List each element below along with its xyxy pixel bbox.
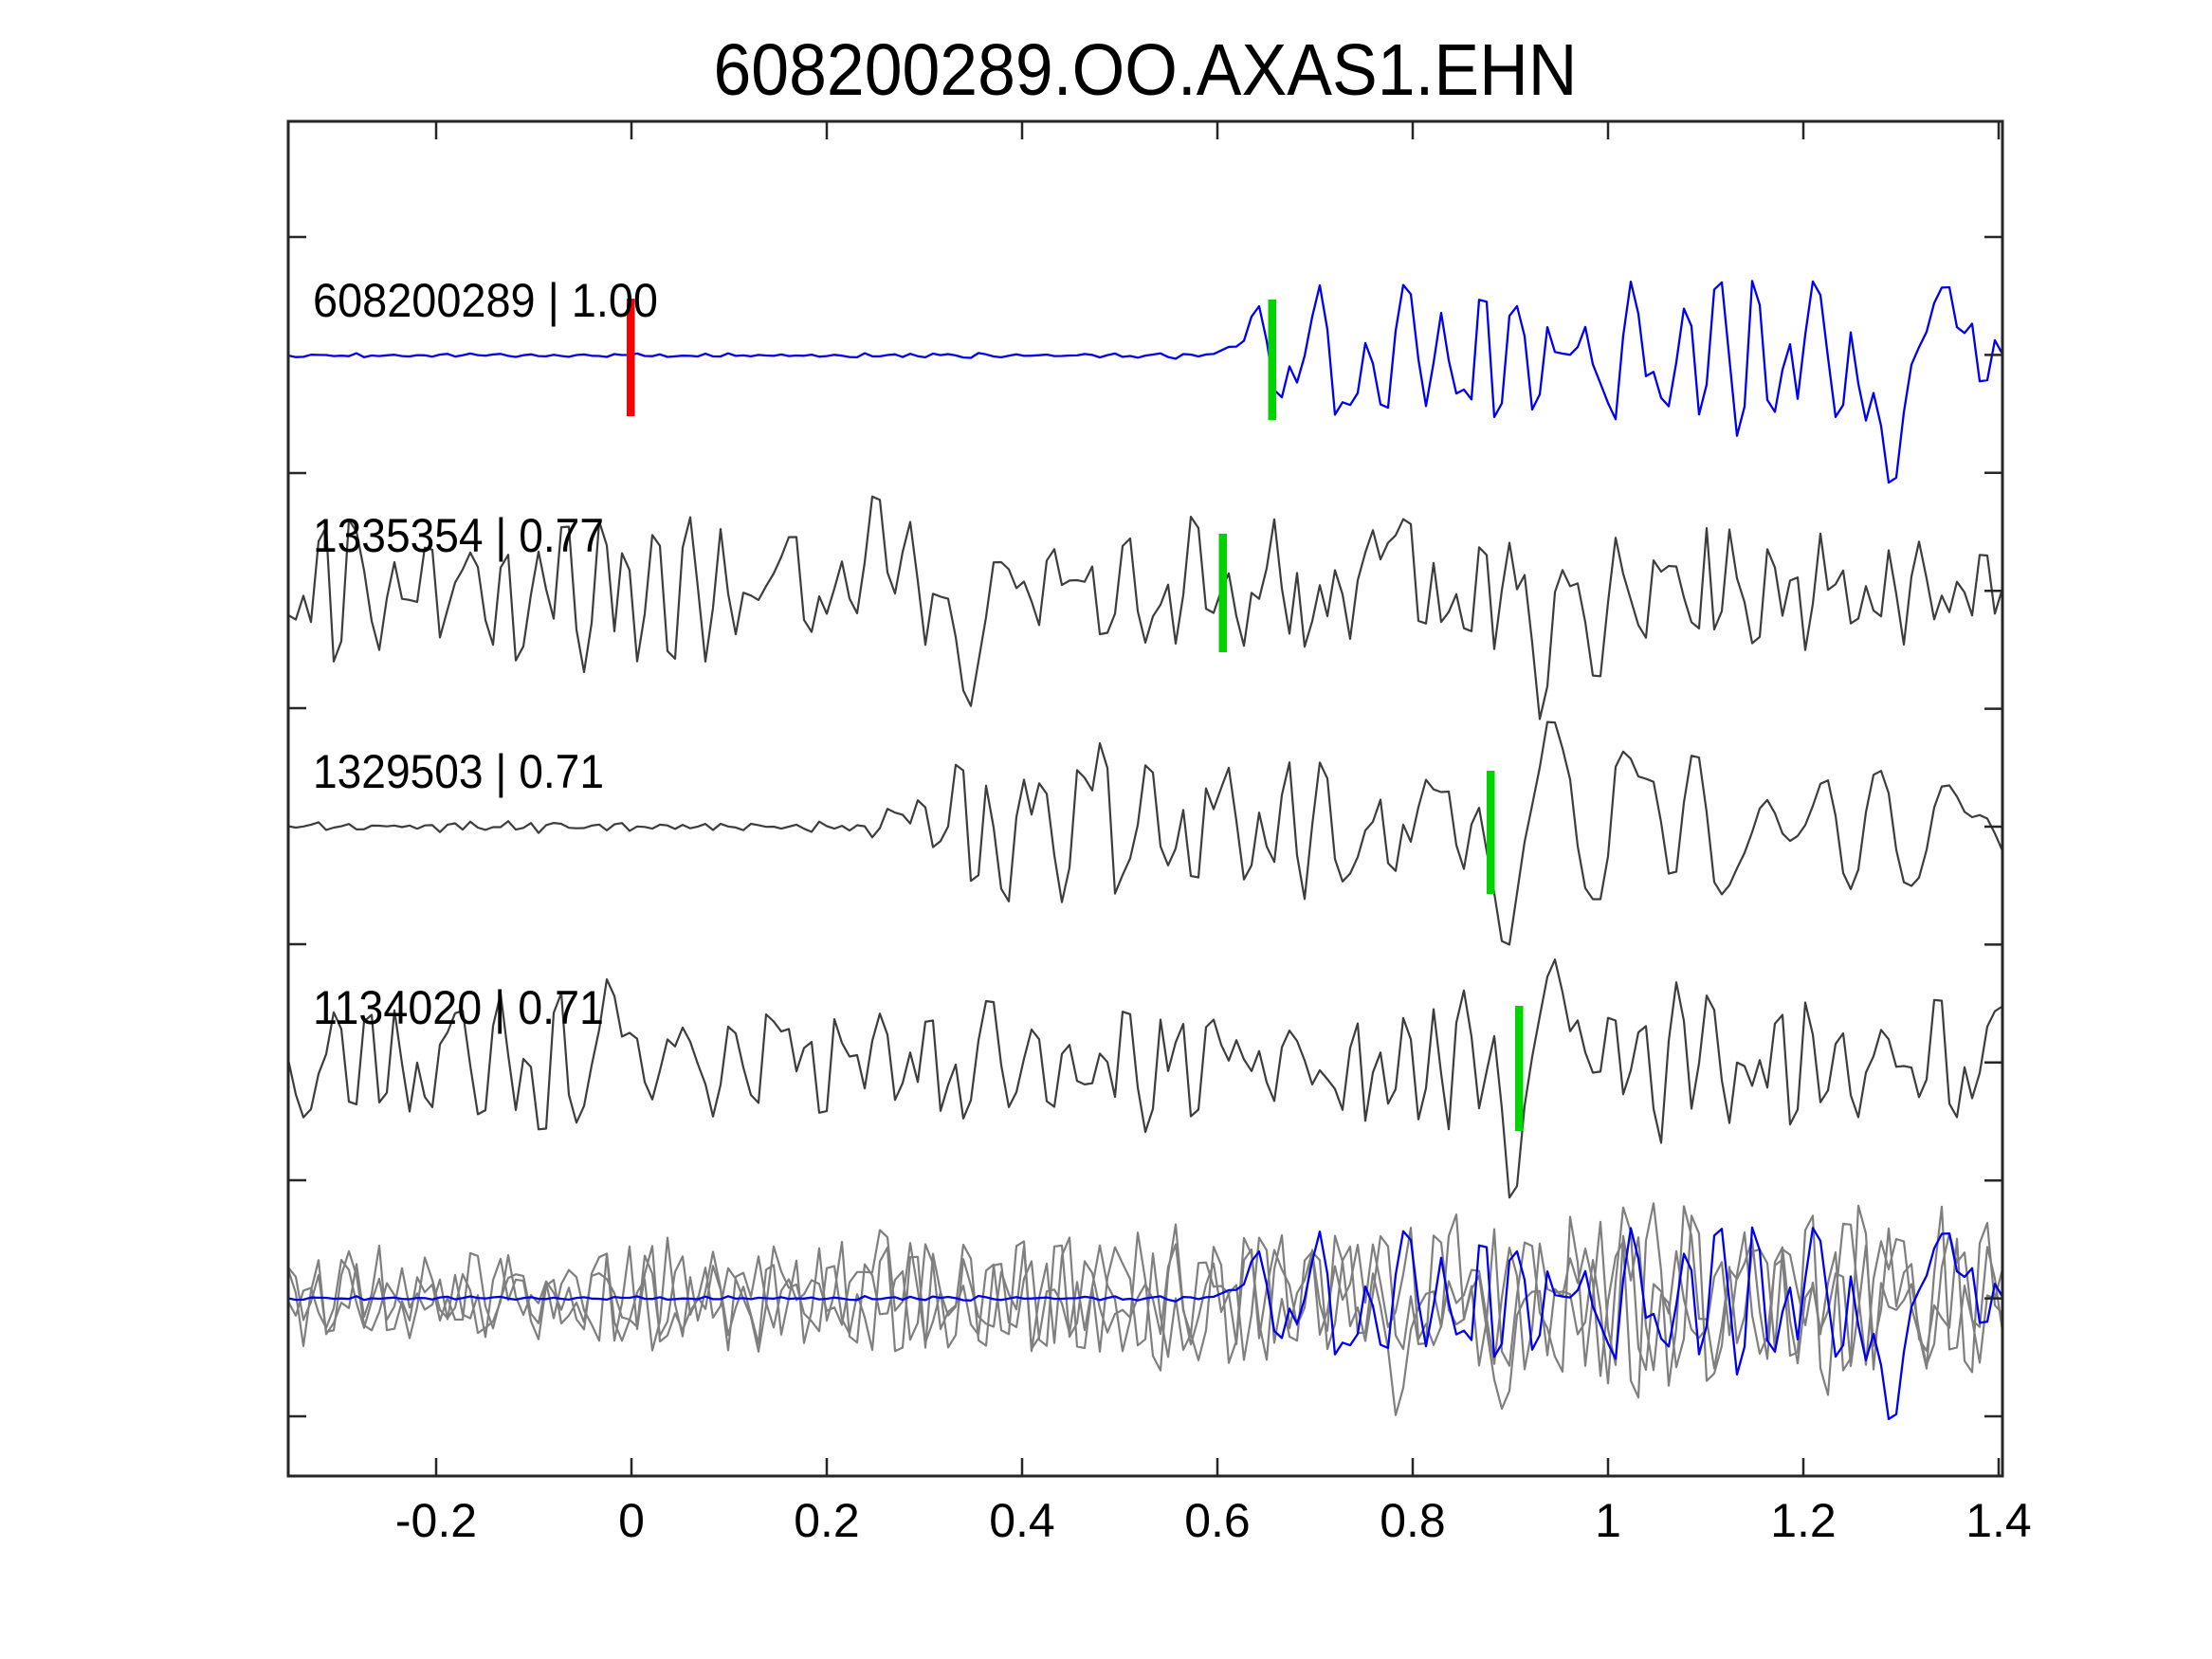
svg-text:0: 0	[618, 1494, 645, 1547]
svg-text:1329503 | 0.71: 1329503 | 0.71	[313, 745, 604, 798]
svg-text:-0.2: -0.2	[395, 1494, 477, 1547]
svg-text:1: 1	[1595, 1494, 1621, 1547]
svg-text:1134020 | 0.71: 1134020 | 0.71	[313, 981, 604, 1034]
svg-text:0.4: 0.4	[989, 1494, 1055, 1547]
svg-text:1.2: 1.2	[1770, 1494, 1837, 1547]
svg-text:608200289 | 1.00: 608200289 | 1.00	[313, 274, 658, 327]
svg-text:608200289.OO.AXAS1.EHN: 608200289.OO.AXAS1.EHN	[714, 29, 1578, 111]
svg-text:0.6: 0.6	[1184, 1494, 1251, 1547]
svg-text:0.8: 0.8	[1380, 1494, 1446, 1547]
svg-text:1335354 | 0.77: 1335354 | 0.77	[313, 509, 604, 562]
svg-text:1.4: 1.4	[1965, 1494, 2032, 1547]
svg-text:0.2: 0.2	[794, 1494, 860, 1547]
